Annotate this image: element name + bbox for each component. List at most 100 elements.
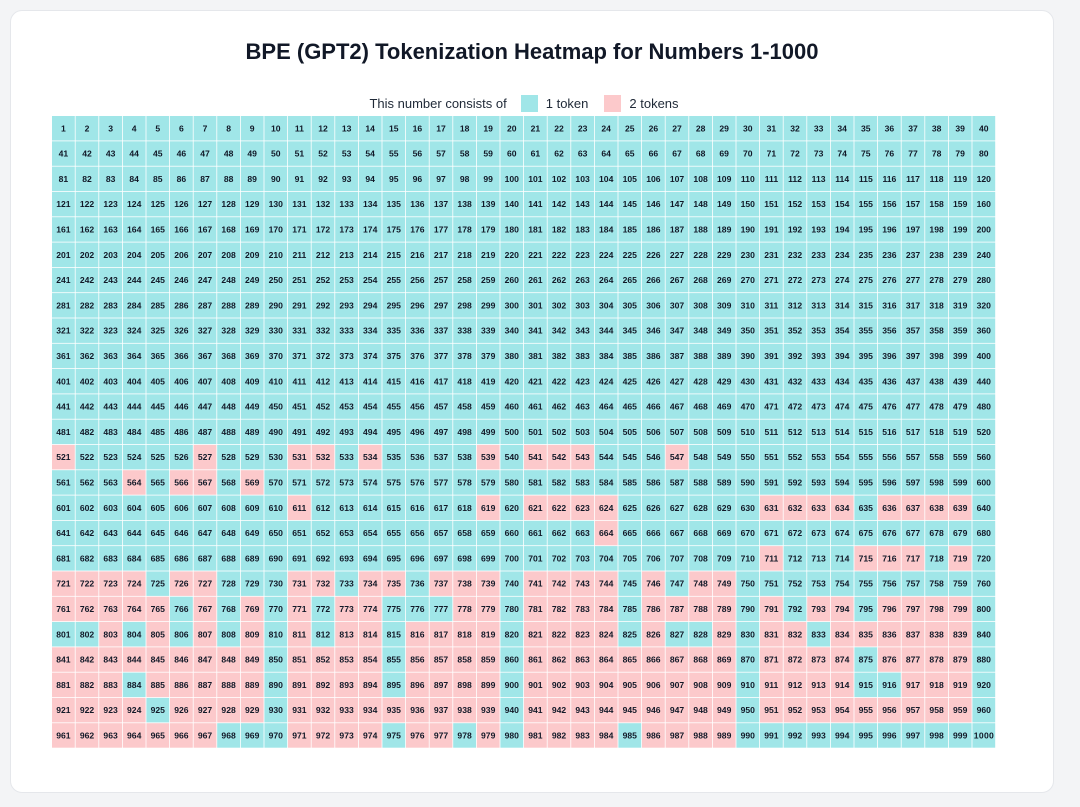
heatmap-cell-label: 496 [410,427,425,437]
heatmap-cell [594,495,618,520]
heatmap-cell [925,217,948,242]
heatmap-cell-label: 247 [198,275,213,285]
heatmap-cell [288,343,311,369]
heatmap-cell-label: 670 [741,528,756,538]
heatmap-cell [878,520,901,546]
heatmap-cell [217,419,240,445]
heatmap-cell-label: 465 [623,402,638,412]
heatmap-cell [571,318,594,343]
heatmap-cell [594,546,618,571]
heatmap-cell [170,191,193,217]
heatmap-cell-label: 875 [859,655,874,665]
heatmap-cell [382,495,406,520]
heatmap-cell-label: 980 [505,730,520,740]
heatmap-cell-label: 152 [788,199,803,209]
heatmap-cell-label: 916 [882,680,897,690]
heatmap-cell-label: 68 [696,149,706,159]
heatmap-cell-label: 21 [531,123,541,133]
heatmap-cell [618,520,642,546]
heatmap-cell [618,141,642,166]
heatmap-cell [288,166,311,192]
heatmap-cell-label: 257 [434,275,449,285]
heatmap-cell-label: 945 [623,705,638,715]
heatmap-cell [170,116,193,141]
heatmap-cell [99,191,122,217]
heatmap-cell [217,470,240,495]
heatmap-cell [429,217,453,242]
heatmap-cell [878,166,901,192]
heatmap-cell-label: 284 [127,300,142,310]
heatmap-cell [878,546,901,571]
heatmap-cell-label: 566 [174,477,189,487]
heatmap-cell [288,141,311,166]
heatmap-cell-label: 91 [295,174,305,184]
heatmap-cell-label: 548 [693,452,708,462]
heatmap-cell-label: 831 [764,629,779,639]
heatmap-cell [335,419,358,445]
heatmap-cell-label: 991 [764,730,779,740]
heatmap-cell-label: 718 [929,553,944,563]
heatmap-cell-label: 329 [245,326,260,336]
heatmap-cell-label: 923 [103,705,118,715]
heatmap-cell [524,318,547,343]
heatmap-cell [193,293,217,318]
heatmap-cell-label: 723 [103,579,118,589]
heatmap-cell [122,369,146,394]
heatmap-cell-label: 115 [859,174,873,184]
heatmap-cell [75,495,99,520]
heatmap-cell [665,470,689,495]
heatmap-cell-label: 403 [103,376,118,386]
heatmap-cell-label: 829 [717,629,732,639]
heatmap-cell [524,267,547,293]
heatmap-cell [854,217,878,242]
heatmap-cell-label: 897 [434,680,449,690]
heatmap-cell [736,419,760,445]
heatmap-cell [453,343,476,369]
heatmap-cell-label: 331 [292,326,307,336]
heatmap-cell-label: 262 [552,275,567,285]
heatmap-cell-label: 159 [953,199,968,209]
heatmap-cell-label: 460 [505,402,520,412]
heatmap-cell-label: 204 [127,250,142,260]
heatmap-cell-label: 360 [977,326,992,336]
heatmap-cell [146,495,170,520]
heatmap-cell-label: 36 [885,123,895,133]
heatmap-cell [217,520,240,546]
heatmap-cell-label: 260 [505,275,520,285]
heatmap-cell [264,369,288,394]
heatmap-cell-label: 448 [221,402,236,412]
heatmap-cell [240,116,264,141]
heatmap-cell-label: 24 [601,123,611,133]
heatmap-cell-label: 672 [788,528,803,538]
heatmap-cell-label: 168 [221,224,236,234]
heatmap-cell [571,394,594,419]
heatmap-cell [288,470,311,495]
heatmap-cell-label: 816 [410,629,425,639]
heatmap-cell-label: 269 [717,275,732,285]
heatmap-cell-label: 694 [363,553,378,563]
heatmap-cell-label: 512 [788,427,803,437]
heatmap-cell-label: 541 [528,452,543,462]
heatmap-cell [52,343,75,369]
heatmap-cell [99,141,122,166]
heatmap-cell [217,217,240,242]
heatmap-cell-label: 654 [363,528,378,538]
heatmap-cell-label: 807 [198,629,213,639]
heatmap-cell [217,444,240,470]
heatmap-cell [453,495,476,520]
heatmap-cell-label: 564 [127,477,142,487]
heatmap-cell-label: 728 [221,579,236,589]
heatmap-cell-label: 612 [316,503,331,513]
heatmap-cell [358,217,382,242]
heatmap-cell-label: 314 [835,300,850,310]
heatmap-cell [500,217,524,242]
heatmap-cell-label: 703 [575,553,590,563]
heatmap-cell-label: 311 [764,300,778,310]
heatmap-cell-label: 43 [106,149,116,159]
heatmap-cell-label: 313 [811,300,826,310]
heatmap-cell [193,191,217,217]
heatmap-cell-label: 729 [245,579,260,589]
heatmap-cell [736,520,760,546]
heatmap-cell-label: 171 [292,224,307,234]
heatmap-cell-label: 304 [599,300,614,310]
